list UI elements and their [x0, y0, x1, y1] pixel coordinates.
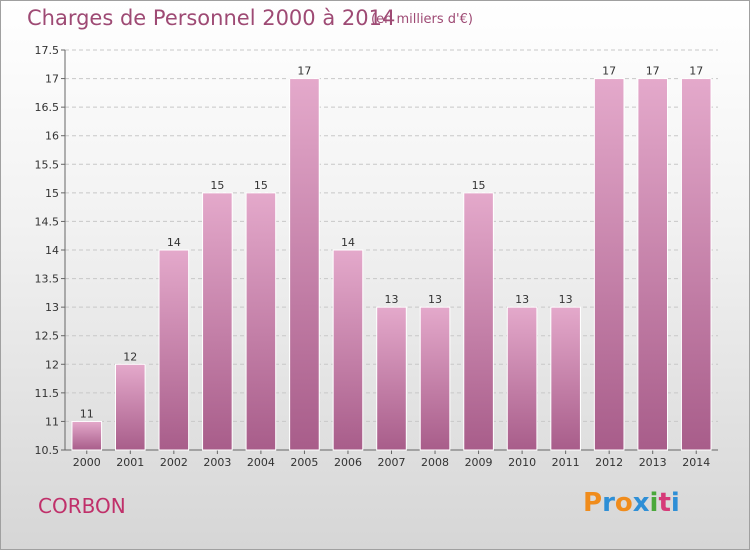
bar — [332, 249, 364, 451]
data-label: 14 — [167, 236, 181, 249]
y-tick-label: 12 — [45, 358, 59, 371]
logo-letter: x — [632, 488, 650, 518]
bar — [680, 78, 712, 451]
bar — [506, 306, 538, 451]
y-tick-label: 11 — [45, 415, 59, 428]
bar — [71, 420, 103, 451]
data-label: 13 — [559, 293, 573, 306]
x-tick-label: 2002 — [160, 456, 188, 469]
y-tick-label: 14.5 — [35, 215, 60, 228]
bar — [245, 192, 277, 451]
x-tick-label: 2003 — [203, 456, 231, 469]
logo-letter: o — [614, 488, 633, 518]
bar — [158, 249, 190, 451]
y-tick-label: 15.5 — [35, 158, 60, 171]
data-label: 13 — [515, 293, 529, 306]
proxiti-logo: Proxiti — [583, 488, 680, 518]
x-tick-label: 2000 — [73, 456, 101, 469]
y-tick-label: 11.5 — [35, 387, 60, 400]
bar — [114, 363, 146, 451]
data-label: 12 — [123, 350, 137, 363]
bar — [202, 192, 233, 451]
x-tick-label: 2008 — [421, 456, 449, 469]
y-tick-label: 13 — [45, 301, 59, 314]
chart-unit: (en milliers d'€) — [371, 12, 473, 27]
commune-name: CORBON — [38, 494, 126, 518]
y-tick-label: 14 — [45, 244, 59, 257]
data-label: 17 — [689, 65, 703, 78]
data-labels: 11 12 14 15 15 17 14 13 13 15 13 13 17 17 17 — [80, 65, 703, 421]
logo-letter: t — [658, 488, 671, 518]
y-tick-label: 17.5 — [35, 44, 60, 57]
bar — [463, 192, 494, 451]
x-tick-label: 2006 — [334, 456, 362, 469]
x-tick-label: 2007 — [378, 456, 406, 469]
data-label: 13 — [428, 293, 442, 306]
chart-title: Charges de Personnel 2000 à 2014 — [27, 6, 396, 30]
x-tick-label: 2005 — [290, 456, 318, 469]
bar — [376, 306, 407, 451]
x-tick-label: 2013 — [639, 456, 667, 469]
y-tick-label: 13.5 — [35, 273, 60, 286]
x-tick-labels: 2000 2001 2002 2003 2004 2005 2006 2007 2008 2009… — [73, 456, 710, 469]
y-tick-label: 12.5 — [35, 330, 60, 343]
bar — [289, 78, 320, 451]
x-tick-label: 2014 — [682, 456, 710, 469]
bars — [71, 78, 712, 451]
logo-letter: i — [649, 488, 659, 518]
y-tick-label: 15 — [45, 187, 59, 200]
bar — [593, 78, 625, 451]
logo-letter: P — [583, 488, 603, 518]
y-tick-label: 10.5 — [35, 444, 60, 457]
bar — [550, 306, 581, 451]
data-label: 15 — [472, 179, 486, 192]
y-tick-label: 16 — [45, 130, 59, 143]
data-label: 11 — [80, 407, 94, 420]
bar — [419, 306, 451, 451]
bar — [637, 78, 669, 451]
data-label: 13 — [385, 293, 399, 306]
x-tick-label: 2004 — [247, 456, 275, 469]
data-label: 15 — [210, 179, 224, 192]
y-tick-labels: 10.5 11 11.5 12 12.5 13 13.5 14 14.5 15 15.5 16 16.5… — [35, 44, 60, 457]
data-label: 17 — [602, 65, 616, 78]
x-tick-label: 2001 — [116, 456, 144, 469]
x-tick-label: 2010 — [508, 456, 536, 469]
data-label: 14 — [341, 236, 355, 249]
logo-letter: r — [602, 488, 615, 518]
data-label: 17 — [297, 65, 311, 78]
x-tick-label: 2012 — [595, 456, 623, 469]
data-label: 17 — [646, 65, 660, 78]
data-label: 15 — [254, 179, 268, 192]
y-tick-label: 17 — [45, 73, 59, 86]
y-tick-label: 16.5 — [35, 101, 60, 114]
logo-letter: i — [670, 488, 680, 518]
x-tick-label: 2009 — [465, 456, 493, 469]
x-tick-label: 2011 — [552, 456, 580, 469]
